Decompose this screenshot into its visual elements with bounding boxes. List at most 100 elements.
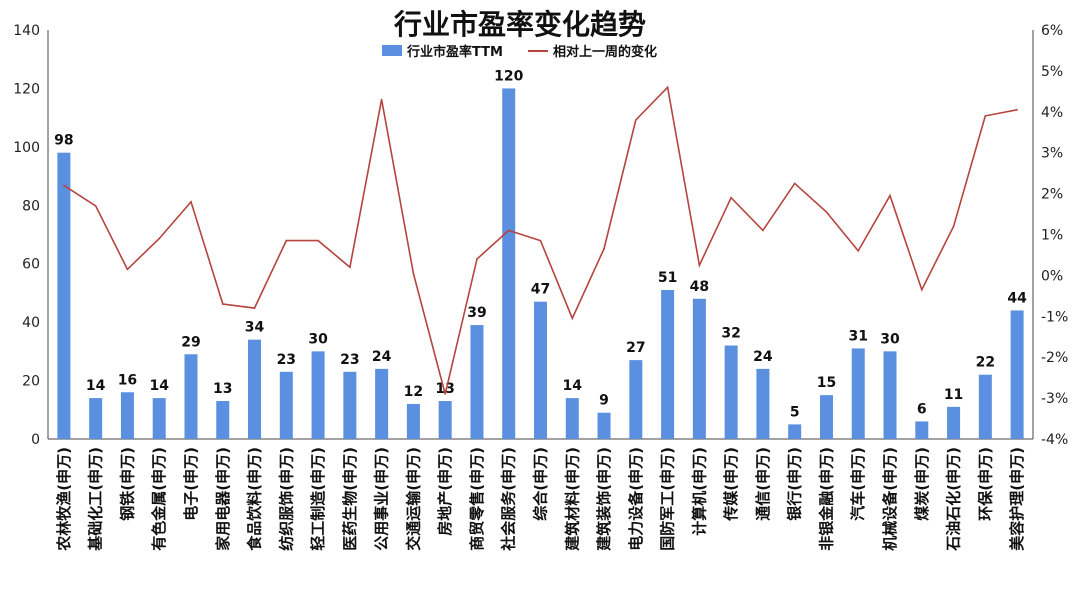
- category-label: 非银金融(申万): [817, 447, 835, 551]
- y2-tick-label: 1%: [1041, 228, 1063, 244]
- bar-data-label: 24: [372, 349, 392, 365]
- category-label: 国防军工(申万): [659, 447, 677, 551]
- category-label: 食品饮料(申万): [246, 447, 264, 551]
- bar-series: [57, 88, 1024, 439]
- category-label: 综合(申万): [532, 447, 550, 521]
- category-label: 计算机(申万): [690, 447, 708, 536]
- category-label: 机械设备(申万): [881, 447, 899, 551]
- bar: [248, 339, 262, 439]
- bar: [724, 345, 738, 439]
- line-point: [889, 194, 891, 197]
- bar: [788, 424, 802, 439]
- line-point: [571, 317, 574, 320]
- bar: [1010, 310, 1024, 439]
- category-label: 传媒(申万): [722, 447, 740, 522]
- line-point: [793, 182, 796, 185]
- category-label: 石油石化(申万): [945, 447, 963, 552]
- category-label: 银行(申万): [786, 447, 804, 521]
- bar-data-label: 31: [848, 328, 867, 344]
- bar: [883, 351, 897, 439]
- line-point: [730, 196, 732, 199]
- category-label: 社会服务(申万): [500, 447, 518, 552]
- line-point: [444, 393, 446, 395]
- bar-data-label: 120: [494, 68, 523, 84]
- legend-bar-label: 行业市盈率TTM: [406, 44, 503, 60]
- bar: [819, 395, 833, 439]
- bar-data-label: 23: [340, 352, 359, 368]
- y2-tick-label: -2%: [1041, 350, 1068, 366]
- bar: [502, 88, 516, 439]
- bar: [279, 371, 293, 439]
- line-point: [63, 184, 65, 187]
- bar: [756, 368, 770, 439]
- chart-title: 行业市盈率变化趋势: [393, 8, 646, 41]
- category-label: 纺织服饰(申万): [277, 447, 295, 551]
- bar: [120, 392, 134, 439]
- bar-data-label: 27: [626, 340, 645, 356]
- bar-data-label: 30: [308, 331, 328, 347]
- axes: 0 20 40 60 80 100 120 140 -4% -3% -2% -1% 0% 1% 2% 3% 4%…: [13, 23, 1068, 448]
- bar: [597, 412, 611, 439]
- y2-tick-label: 2%: [1041, 187, 1063, 203]
- bar-data-label: 14: [149, 378, 169, 394]
- line-point: [221, 303, 224, 305]
- legend-line-label: 相对上一周的变化: [553, 44, 657, 60]
- category-labels: 农林牧渔(申万) 基础化工(申万) 钢铁(申万) 有色金属(申万) 电子(申万) 家用电器…: [55, 447, 1026, 552]
- line-series: [63, 85, 1018, 395]
- bar-data-label: 12: [404, 384, 423, 400]
- bar: [152, 398, 166, 439]
- y2-tick-label: -4%: [1041, 432, 1068, 448]
- category-label: 医药生物(申万): [341, 447, 359, 551]
- bar: [565, 398, 579, 439]
- category-label: 家用电器(申万): [214, 447, 232, 551]
- bar: [311, 351, 325, 439]
- line-point: [920, 288, 923, 291]
- bar: [915, 421, 929, 439]
- line-point: [94, 205, 97, 207]
- category-label: 美容护理(申万): [1008, 447, 1026, 551]
- category-label: 钢铁(申万): [118, 447, 136, 521]
- y2-tick-label: 6%: [1041, 23, 1063, 39]
- bar: [406, 403, 420, 439]
- bar-data-label: 47: [531, 282, 550, 298]
- line-point: [539, 239, 542, 242]
- line-point: [285, 239, 288, 242]
- line-point: [666, 86, 669, 89]
- category-label: 交通运输(申万): [404, 447, 422, 551]
- line-point: [158, 237, 161, 240]
- legend-bar-swatch: [382, 45, 402, 56]
- bar: [947, 406, 961, 439]
- category-label: 煤炭(申万): [913, 447, 931, 521]
- legend: 行业市盈率TTM 相对上一周的变化: [382, 44, 657, 60]
- line-point: [984, 115, 987, 117]
- bar-data-label: 15: [817, 375, 836, 391]
- category-label: 公用事业(申万): [373, 447, 391, 551]
- category-label: 建筑材料(申万): [563, 447, 581, 551]
- y-tick-label: 100: [13, 140, 40, 156]
- line-point: [507, 229, 510, 232]
- bar-data-label: 29: [181, 334, 200, 350]
- y2-tick-label: 4%: [1041, 105, 1063, 121]
- bar-data-label: 24: [753, 349, 773, 365]
- line-point: [635, 119, 637, 121]
- bar-data-label: 6: [917, 401, 927, 417]
- bar-data-label: 11: [944, 387, 963, 403]
- bar-data-label: 51: [658, 270, 677, 286]
- line-point: [603, 248, 605, 250]
- bar-data-label: 14: [563, 378, 583, 394]
- bar-data-label: 16: [118, 372, 137, 388]
- bar-data-label: 5: [790, 404, 800, 420]
- bar-data-label: 30: [880, 331, 900, 347]
- line-point: [698, 264, 701, 266]
- category-label: 有色金属(申万): [150, 447, 168, 551]
- line-point: [349, 266, 351, 269]
- bar: [343, 371, 357, 439]
- y2-tick-label: 0%: [1041, 268, 1063, 284]
- bar: [851, 348, 865, 439]
- y-tick-label: 80: [22, 198, 40, 214]
- bar-data-label: 23: [277, 352, 296, 368]
- category-label: 环保(申万): [976, 447, 994, 521]
- category-label: 商贸零售(申万): [468, 447, 486, 551]
- bar: [375, 368, 389, 439]
